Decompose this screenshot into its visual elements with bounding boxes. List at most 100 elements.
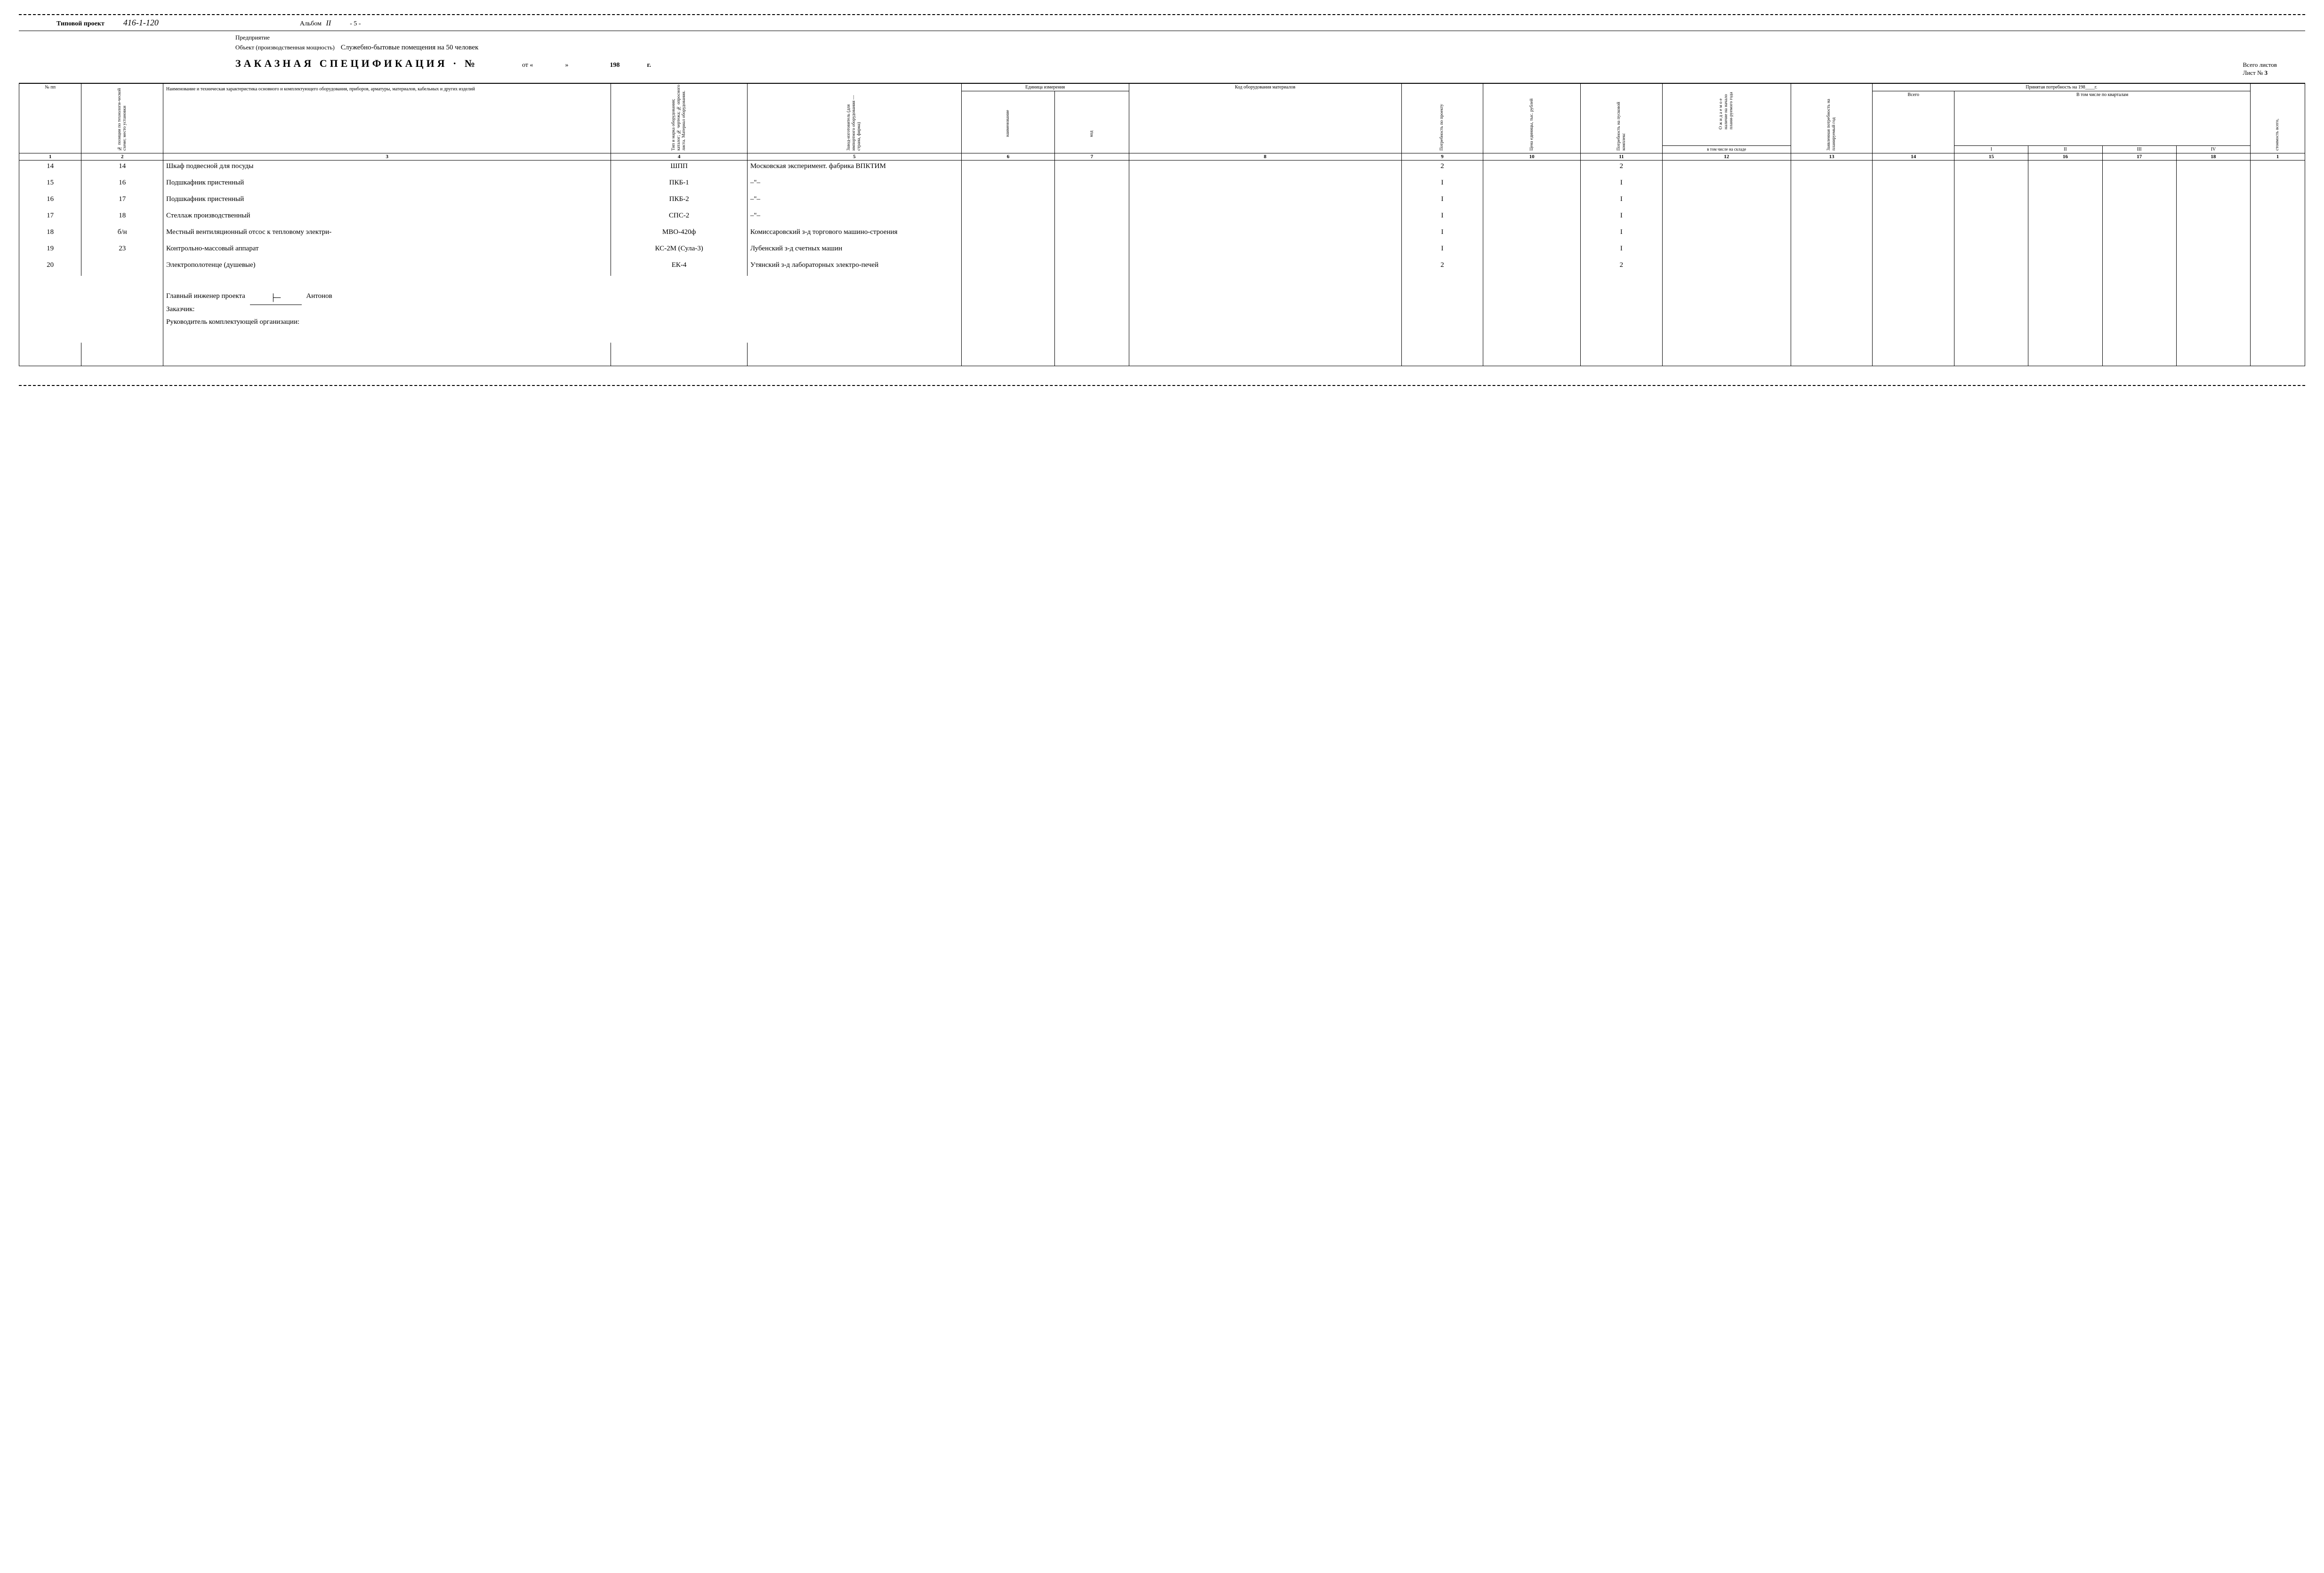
cell xyxy=(1055,343,1129,366)
cell xyxy=(1129,255,1401,259)
colnum: 15 xyxy=(1954,153,2028,160)
cell xyxy=(1954,238,2028,243)
cell xyxy=(1662,343,1791,366)
cell xyxy=(2251,193,2305,205)
spacer-row xyxy=(19,189,2305,193)
cell xyxy=(1873,259,1954,271)
spacer-row xyxy=(19,172,2305,177)
cell xyxy=(1581,271,1663,276)
cell xyxy=(2102,255,2176,259)
cell xyxy=(1662,193,1791,205)
cell xyxy=(1662,210,1791,222)
colnum: 18 xyxy=(2176,153,2250,160)
cell: Московская эксперимент. фабрика ВПКТИМ xyxy=(747,160,961,172)
cell xyxy=(1055,222,1129,226)
cell xyxy=(2251,177,2305,189)
table-head: № пп № позиции по технологи-ческой схеме… xyxy=(19,83,2305,160)
signature: ├─ xyxy=(250,292,302,305)
col-q4: IV xyxy=(2176,145,2250,153)
table-row: 18б/нМестный вентиляционный отсос к тепл… xyxy=(19,226,2305,238)
colnum: 17 xyxy=(2102,153,2176,160)
cell xyxy=(2251,222,2305,226)
cell xyxy=(2102,210,2176,222)
sheet: Типовой проект 416-1-120 Альбом II - 5 -… xyxy=(19,14,2305,386)
cell xyxy=(747,238,961,243)
cell xyxy=(1483,343,1581,366)
main-title: ЗАКАЗНАЯ СПЕЦИФИКАЦИЯ · № xyxy=(235,56,478,71)
cell xyxy=(163,271,611,276)
cell xyxy=(961,172,1055,177)
cell xyxy=(961,343,1055,366)
cell: ПКБ-1 xyxy=(611,177,748,189)
project-value: 416-1-120 xyxy=(123,18,159,28)
page-number: - 5 - xyxy=(350,20,361,28)
cell xyxy=(1483,205,1581,210)
cell xyxy=(2251,238,2305,243)
sheet-value: 3 xyxy=(2265,69,2268,76)
spacer-row xyxy=(19,255,2305,259)
cell xyxy=(1055,172,1129,177)
cell: I xyxy=(1581,243,1663,255)
cell xyxy=(1954,210,2028,222)
cell xyxy=(163,189,611,193)
col-14-group: Принятая потребность на 198____г. xyxy=(1873,83,2251,91)
cell xyxy=(2102,222,2176,226)
cell: 20 xyxy=(19,259,81,271)
cell xyxy=(1873,189,1954,193)
col-4-label: Тип и марка оборудования; каталог; № чер… xyxy=(671,85,687,151)
cell: 2 xyxy=(1581,259,1663,271)
total-sheets-label: Всего листов xyxy=(2243,61,2277,68)
cell xyxy=(2028,205,2102,210)
table-body: 1414Шкаф подвесной для посудыШППМосковск… xyxy=(19,160,2305,366)
colnum: 12 xyxy=(1662,153,1791,160)
cell xyxy=(961,189,1055,193)
cell xyxy=(2176,243,2250,255)
cell xyxy=(1791,276,1873,343)
cell xyxy=(81,222,163,226)
cell xyxy=(2176,259,2250,271)
cell: Электрополотенце (душевые) xyxy=(163,259,611,271)
cell xyxy=(2028,226,2102,238)
header-strip: Типовой проект 416-1-120 Альбом II - 5 - xyxy=(19,17,2305,31)
cell xyxy=(611,271,748,276)
cell: 19 xyxy=(19,243,81,255)
cell xyxy=(1581,222,1663,226)
cell xyxy=(1055,259,1129,271)
cell xyxy=(1129,238,1401,243)
cell: ПКБ-2 xyxy=(611,193,748,205)
cell xyxy=(163,255,611,259)
cell: I xyxy=(1401,177,1483,189)
cell xyxy=(1055,193,1129,205)
table-row: 1414Шкаф подвесной для посудыШППМосковск… xyxy=(19,160,2305,172)
cell xyxy=(1954,205,2028,210)
cell xyxy=(1401,222,1483,226)
cell xyxy=(961,271,1055,276)
cell xyxy=(2028,255,2102,259)
cell xyxy=(1129,226,1401,238)
cell xyxy=(1483,259,1581,271)
colnum: 6 xyxy=(961,153,1055,160)
cell xyxy=(747,222,961,226)
cell: 2 xyxy=(1401,259,1483,271)
spacer-row xyxy=(19,271,2305,276)
cell xyxy=(19,271,81,276)
cell xyxy=(1401,276,1483,343)
cell xyxy=(2102,189,2176,193)
cell xyxy=(2251,172,2305,177)
cell xyxy=(1483,177,1581,189)
cell xyxy=(611,222,748,226)
cell xyxy=(611,205,748,210)
cell xyxy=(611,343,748,366)
table-row: 1718Стеллаж производственныйСПС-2–"–II xyxy=(19,210,2305,222)
cell xyxy=(81,255,163,259)
cell xyxy=(1873,276,1954,343)
cell xyxy=(1662,189,1791,193)
cell xyxy=(1129,205,1401,210)
cell: 2 xyxy=(1401,160,1483,172)
colnum: 16 xyxy=(2028,153,2102,160)
cell xyxy=(1401,189,1483,193)
cell xyxy=(1662,238,1791,243)
cell xyxy=(1791,172,1873,177)
cell xyxy=(1791,205,1873,210)
cell xyxy=(2176,238,2250,243)
